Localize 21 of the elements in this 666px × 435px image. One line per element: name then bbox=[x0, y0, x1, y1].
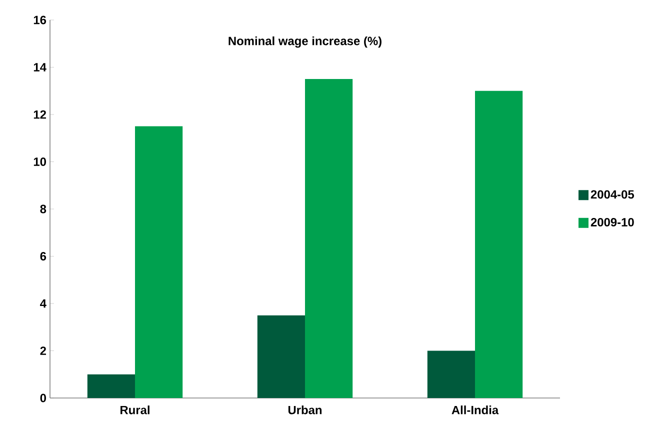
y-tick-label: 14 bbox=[34, 63, 46, 72]
x-tick-label: Urban bbox=[288, 406, 322, 414]
bar bbox=[305, 79, 353, 398]
y-tick-label: 8 bbox=[40, 204, 46, 214]
y-tick-label: 2 bbox=[40, 346, 46, 355]
bar bbox=[475, 90, 523, 398]
y-tick-label: 4 bbox=[40, 299, 46, 308]
bar bbox=[135, 126, 183, 398]
text: Nominal wage increase (%) bbox=[228, 36, 382, 48]
bar bbox=[87, 374, 135, 398]
y-tick-label: 16 bbox=[34, 16, 46, 24]
y-tick-label: 12 bbox=[34, 110, 46, 119]
legend-label: 2009-10 bbox=[590, 218, 634, 226]
y-tick-label: 10 bbox=[34, 158, 46, 166]
bar bbox=[427, 350, 476, 398]
y-tick-label: 6 bbox=[40, 252, 46, 260]
legend-label: 2004-05 bbox=[590, 190, 634, 199]
y-tick-label: 0 bbox=[40, 394, 46, 402]
bar bbox=[257, 315, 306, 398]
x-tick-label: All-India bbox=[452, 406, 499, 414]
x-tick-label: Rural bbox=[120, 406, 150, 414]
